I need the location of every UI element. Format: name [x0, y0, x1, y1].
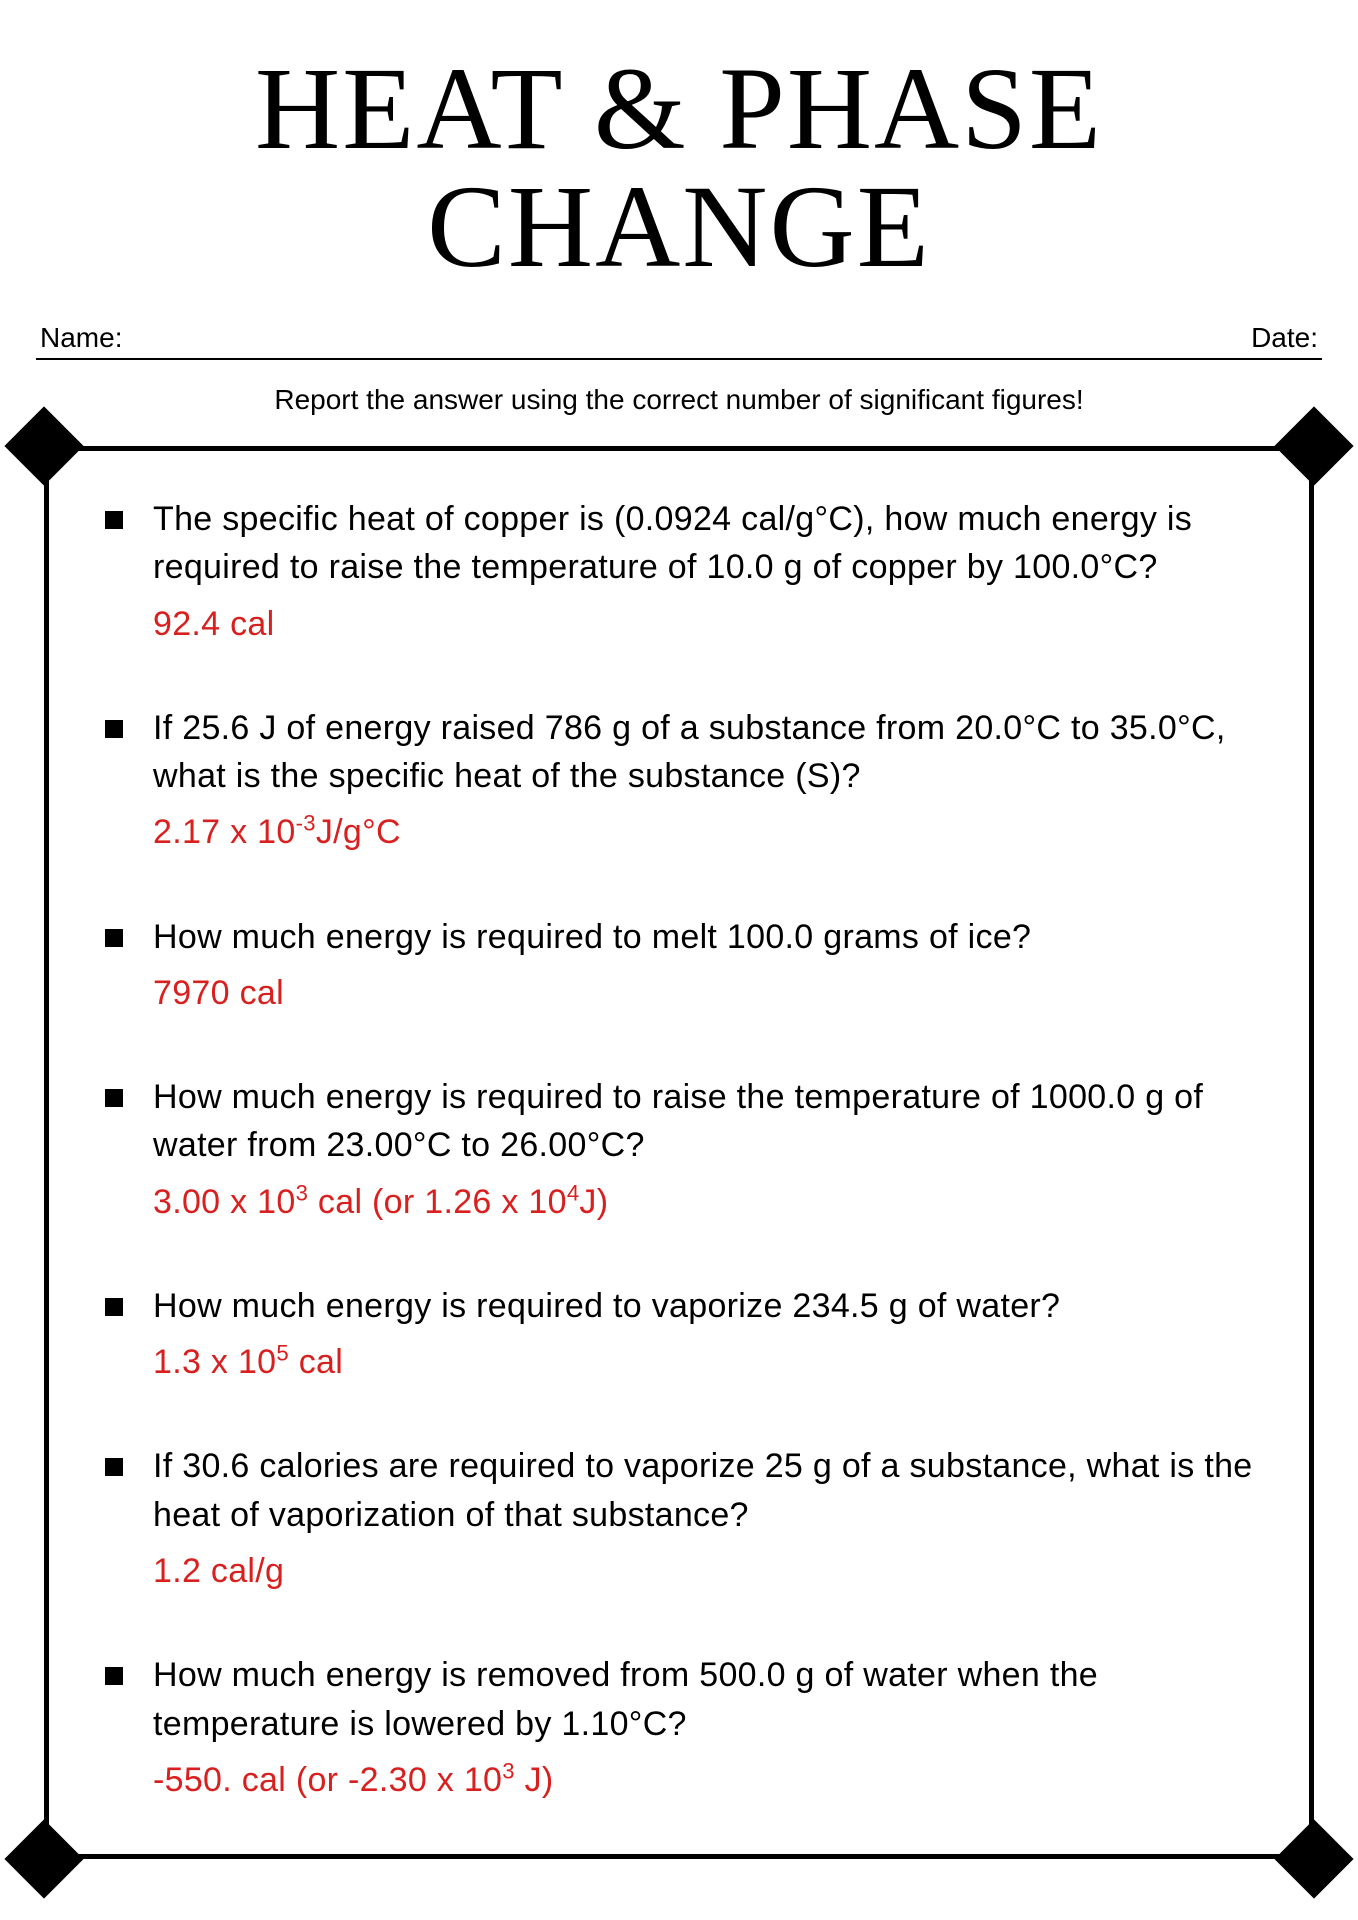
list-item: If 25.6 J of energy raised 786 g of a su… — [101, 704, 1281, 857]
name-label: Name: — [40, 322, 122, 354]
question-text: How much energy is required to raise the… — [153, 1073, 1281, 1170]
date-label: Date: — [1251, 322, 1318, 354]
list-item: The specific heat of copper is (0.0924 c… — [101, 495, 1281, 648]
question-text: The specific heat of copper is (0.0924 c… — [153, 495, 1281, 592]
question-text: If 30.6 calories are required to vaporiz… — [153, 1442, 1281, 1539]
question-text: How much energy is required to melt 100.… — [153, 913, 1281, 961]
list-item: How much energy is required to melt 100.… — [101, 913, 1281, 1018]
problem-list: The specific heat of copper is (0.0924 c… — [77, 495, 1281, 1804]
question-text: How much energy is removed from 500.0 g … — [153, 1651, 1281, 1748]
answer-text: 3.00 x 103 cal (or 1.26 x 104J) — [153, 1178, 1281, 1226]
answer-text: 1.2 cal/g — [153, 1547, 1281, 1595]
answer-text: 92.4 cal — [153, 600, 1281, 648]
answer-text: -550. cal (or -2.30 x 103 J) — [153, 1756, 1281, 1804]
list-item: If 30.6 calories are required to vaporiz… — [101, 1442, 1281, 1595]
question-text: How much energy is required to vaporize … — [153, 1282, 1281, 1330]
answer-text: 1.3 x 105 cal — [153, 1338, 1281, 1386]
list-item: How much energy is required to raise the… — [101, 1073, 1281, 1226]
instruction-text: Report the answer using the correct numb… — [36, 384, 1322, 416]
list-item: How much energy is required to vaporize … — [101, 1282, 1281, 1387]
list-item: How much energy is removed from 500.0 g … — [101, 1651, 1281, 1804]
worksheet-title: HEAT & PHASE CHANGE — [36, 50, 1322, 286]
answer-text: 7970 cal — [153, 969, 1281, 1017]
answer-text: 2.17 x 10-3J/g°C — [153, 808, 1281, 856]
name-date-row: Name: Date: — [36, 322, 1322, 360]
content-frame: The specific heat of copper is (0.0924 c… — [44, 446, 1314, 1859]
question-text: If 25.6 J of energy raised 786 g of a su… — [153, 704, 1281, 801]
